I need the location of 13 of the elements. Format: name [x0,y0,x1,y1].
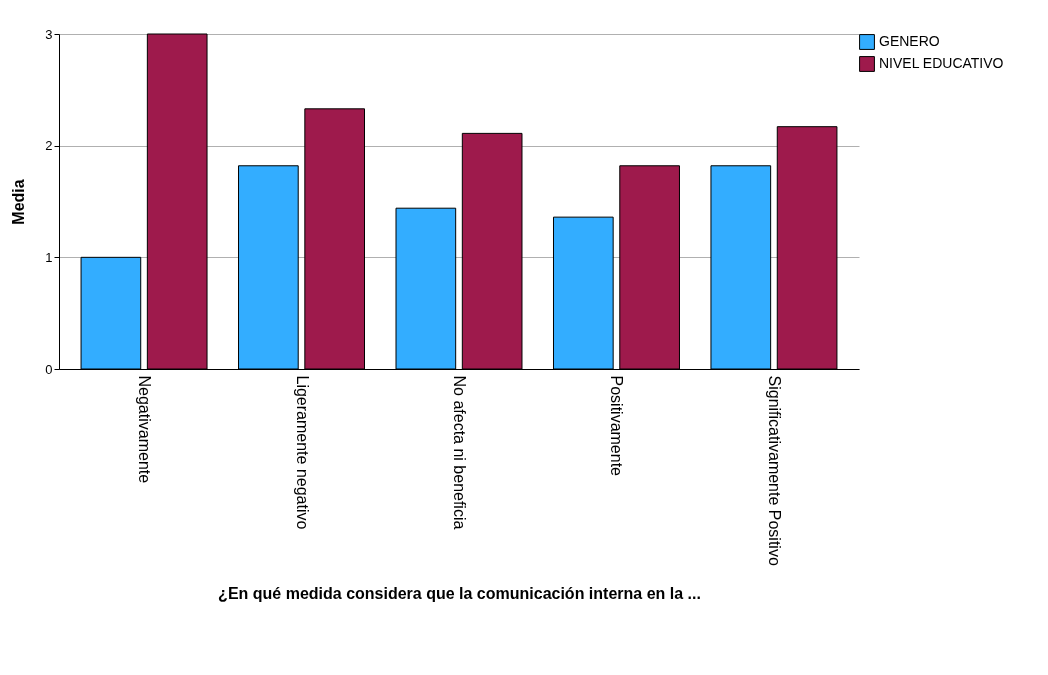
x-tick-label: Positivamente [608,375,626,477]
x-tick-label: No afecta ni beneficia [451,375,468,530]
y-tick-label: 3 [45,26,53,42]
x-tick-label: Ligeramente negativo [293,375,311,530]
x-axis-title: ¿En qué medida considera que la comunicación interna en la ... [218,584,701,602]
legend-label: GENERO [879,33,940,49]
y-axis-title: Media [10,179,28,225]
y-tick-label: 0 [45,361,53,377]
x-tick-label: Negativamente [136,375,154,484]
x-tick-label: Significativamente Positivo [765,375,783,566]
legend-label: NIVEL EDUCATIVO [879,55,1004,71]
y-tick-label: 2 [45,138,53,154]
y-tick-label: 1 [45,249,53,265]
